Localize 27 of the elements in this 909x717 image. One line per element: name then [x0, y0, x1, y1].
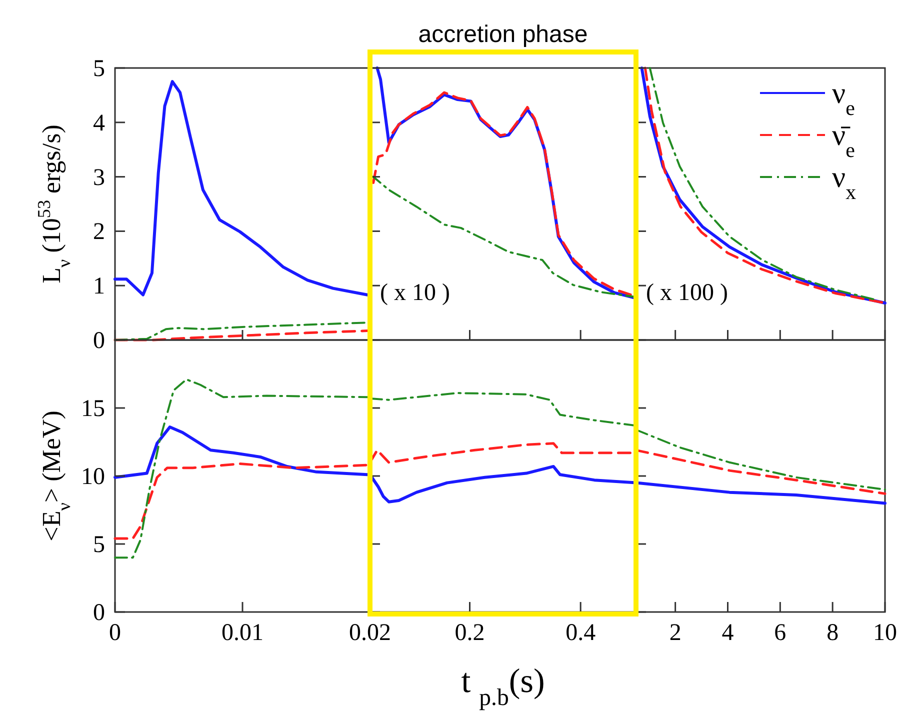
x-tick-label: 4	[722, 620, 734, 646]
annotation: ( x 100 )	[646, 280, 728, 306]
annotation: ( x 10 )	[380, 280, 450, 306]
x-tick-label: 8	[826, 620, 839, 646]
x-tick-label: 10	[873, 620, 897, 646]
legend-label: ν$_{e}$	[832, 77, 855, 120]
y-tick-label: 1	[93, 274, 105, 300]
x-tick-label: 2	[669, 620, 682, 646]
y-tick-label: 4	[93, 110, 105, 136]
x-tick-label: 0.4	[566, 620, 596, 646]
chart-title: accretion phase	[418, 21, 588, 48]
x-tick-label: 0.02	[349, 620, 391, 646]
y-tick-label: 10	[81, 464, 105, 490]
y-tick-label: 0	[93, 328, 105, 354]
y-tick-label: 3	[93, 164, 105, 191]
legend-label: ν̄$_{e}$	[832, 119, 855, 162]
x-tick-label: 0.01	[222, 620, 264, 646]
y-tick-label: 0	[93, 600, 105, 626]
y-tick-label: 15	[81, 396, 105, 422]
x-tick-label: 0.2	[454, 620, 485, 646]
legend-label: ν$_{x}$	[832, 161, 857, 204]
x-axis-title: t $_{p.b}$(s)	[461, 663, 545, 711]
x-tick-label: 0	[109, 620, 121, 646]
y-tick-label: 5	[93, 532, 105, 558]
y-tick-label: 2	[93, 219, 105, 246]
x-tick-label: 6	[774, 620, 786, 646]
y-tick-label: 5	[93, 56, 105, 82]
